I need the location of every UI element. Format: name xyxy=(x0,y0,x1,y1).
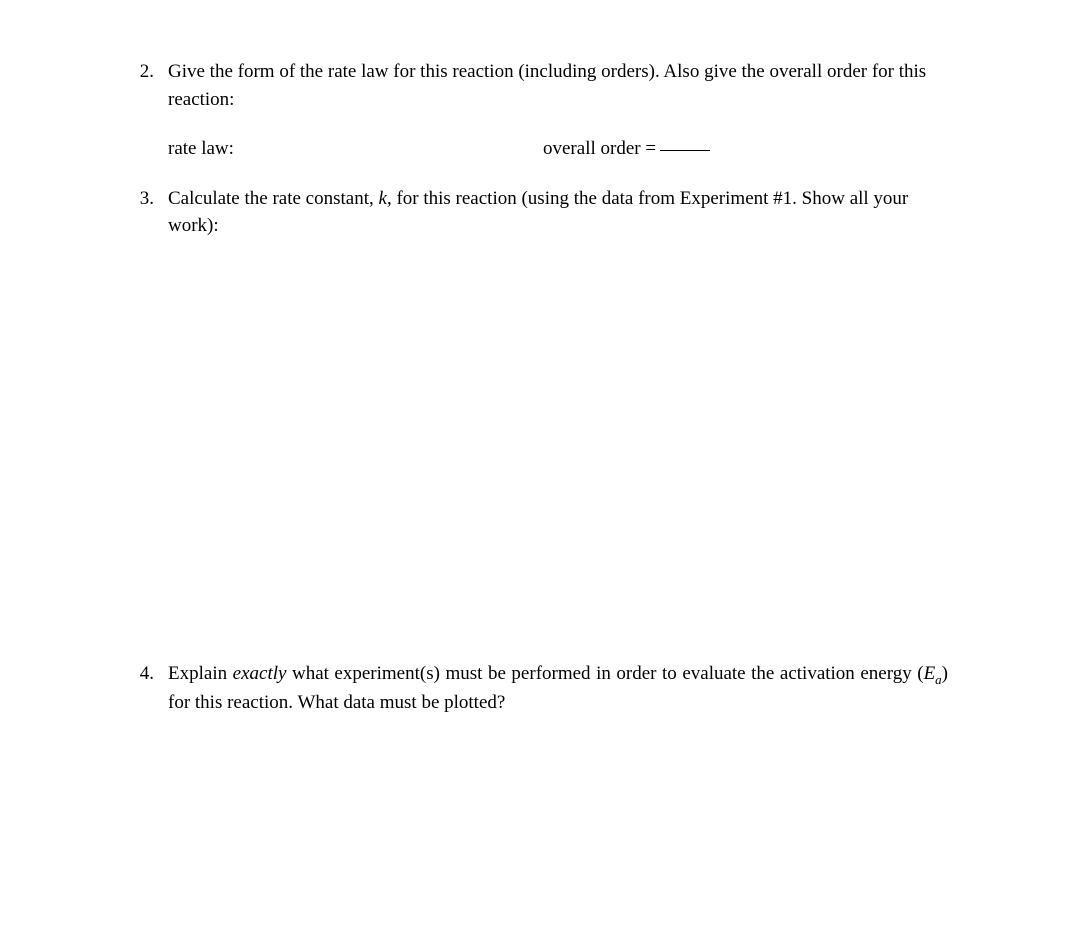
overall-order-blank xyxy=(660,150,710,151)
activation-energy-E: E xyxy=(924,663,936,684)
question-4-prompt-mid: what experiment(s) must be performed in … xyxy=(286,663,923,684)
workspace-spacer xyxy=(120,262,948,660)
question-4: 4. Explain exactly what experiment(s) mu… xyxy=(120,660,948,717)
question-2-prompt: Give the form of the rate law for this r… xyxy=(168,58,948,113)
overall-order-group: overall order = xyxy=(543,135,710,163)
question-4-prompt-pre: Explain xyxy=(168,663,233,684)
question-3-number: 3. xyxy=(120,185,168,240)
question-2-inputs-row: rate law: overall order = xyxy=(168,135,948,163)
question-2-number: 2. xyxy=(120,58,168,163)
question-2-body: Give the form of the rate law for this r… xyxy=(168,58,948,163)
question-2: 2. Give the form of the rate law for thi… xyxy=(120,58,948,163)
question-4-number: 4. xyxy=(120,660,168,717)
question-3-body: Calculate the rate constant, k, for this… xyxy=(168,185,948,240)
rate-law-label: rate law: xyxy=(168,135,543,163)
question-3: 3. Calculate the rate constant, k, for t… xyxy=(120,185,948,240)
overall-order-label: overall order = xyxy=(543,135,656,163)
question-3-prompt-pre: Calculate the rate constant, xyxy=(168,188,379,209)
question-4-body: Explain exactly what experiment(s) must … xyxy=(168,660,948,717)
exactly-emphasis: exactly xyxy=(233,663,287,684)
rate-constant-k: k xyxy=(379,188,387,209)
